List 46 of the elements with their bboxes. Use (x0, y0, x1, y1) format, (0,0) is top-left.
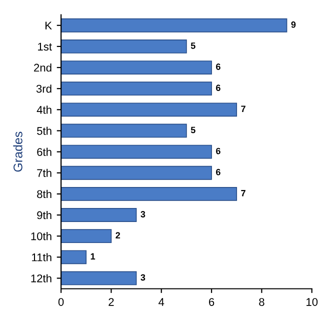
bar (61, 271, 137, 286)
bar (61, 124, 187, 138)
y-tick-label: 4th (36, 106, 52, 114)
data-label: 1 (90, 253, 96, 260)
x-tick-label: 8 (259, 298, 264, 306)
x-tick-label: 6 (209, 298, 214, 306)
x-tick-label: 2 (108, 298, 114, 306)
y-tick-label: 9th (37, 210, 52, 220)
data-label: 6 (216, 148, 220, 154)
y-tick-label: 6th (37, 148, 52, 156)
y-axis-title: Grades (13, 132, 22, 172)
y-tick-label: 7th (37, 168, 52, 177)
bar (61, 40, 187, 54)
data-label: 9 (291, 21, 296, 28)
bar (61, 166, 212, 180)
data-label: 7 (241, 190, 246, 196)
bar (61, 229, 112, 244)
bar (61, 144, 212, 159)
x-tick-label: 0 (58, 298, 64, 306)
y-tick-label: 2nd (34, 63, 52, 72)
data-label: 3 (140, 211, 146, 218)
bar (61, 208, 137, 222)
y-tick-label: 5th (37, 126, 52, 135)
y-tick-label: 10th (31, 232, 52, 240)
data-label: 6 (216, 64, 220, 70)
y-tick-label: K (46, 22, 52, 30)
data-label: 7 (241, 106, 246, 112)
x-tick-label: 4 (158, 298, 164, 306)
y-tick-label: 3rd (36, 84, 52, 93)
y-tick-label: 11th (32, 253, 52, 262)
bar (61, 60, 212, 74)
y-tick-label: 12th (31, 274, 52, 282)
bar (61, 18, 288, 32)
data-label: 2 (116, 232, 120, 238)
y-tick-label: 1st (38, 42, 52, 51)
bar (61, 82, 212, 96)
data-label: 3 (140, 274, 146, 281)
data-label: 6 (216, 168, 220, 176)
data-label: 5 (190, 42, 196, 49)
bar (61, 102, 238, 117)
bar (61, 186, 238, 201)
data-label: 5 (190, 126, 196, 134)
bar (61, 250, 87, 264)
x-tick-label: 10 (306, 298, 318, 306)
data-label: 6 (216, 84, 220, 92)
y-tick-label: 8th (37, 190, 52, 198)
